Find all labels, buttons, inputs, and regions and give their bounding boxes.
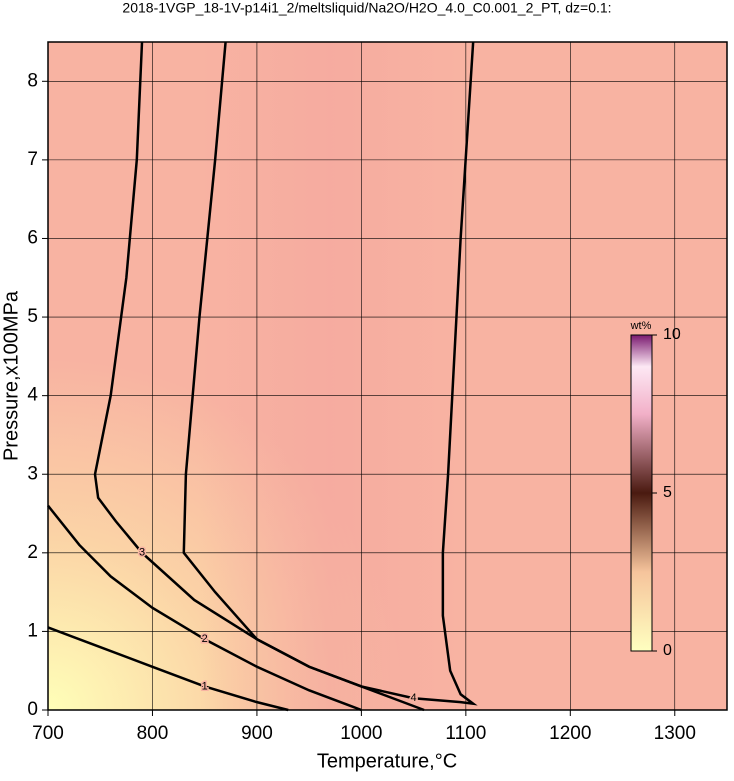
y-tick-label: 8 [27, 70, 38, 91]
contour-label: 2 [202, 633, 208, 645]
y-tick-label: 5 [27, 306, 38, 327]
y-tick-label: 2 [27, 542, 38, 563]
colorbar [630, 334, 653, 652]
contour-line [47, 626, 289, 712]
y-axis-label: Pressure,x100MPa [0, 290, 22, 461]
chart-title: 2018-1VGP_18-1V-p14i1_2/meltsliquid/Na2O… [122, 0, 611, 16]
contour-line [182, 41, 478, 706]
colorbar-tick-label: 10 [663, 326, 681, 343]
plot-frame [47, 41, 728, 711]
x-tick-label: 900 [241, 723, 273, 744]
y-tick-label: 1 [27, 620, 38, 641]
y-tick-label: 4 [27, 385, 38, 406]
contours: 1 2 3 4 [47, 41, 478, 712]
x-tick-label: 1100 [445, 723, 486, 744]
x-axis-label: Temperature,°C [317, 750, 457, 772]
colorbar-tick-label: 5 [663, 484, 672, 501]
plot-band [200, 42, 460, 710]
y-tick-label: 3 [27, 463, 38, 484]
colorbar-tick-label: 0 [663, 642, 672, 659]
x-tick-label: 700 [32, 723, 64, 744]
contour-label: 3 [139, 547, 145, 559]
ticks: 700 800 900 1000 1100 1200 1300 0 1 2 3 4 5 6 7 8 0 5 10 [27, 70, 695, 744]
x-tick-label: 1200 [549, 723, 591, 744]
colorbar-label: wt% [630, 320, 652, 332]
x-tick-label: 1300 [654, 723, 696, 744]
x-tick-label: 800 [137, 723, 169, 744]
contour-line [47, 504, 362, 712]
contour-label: 4 [411, 692, 417, 704]
y-tick-label: 0 [27, 699, 38, 720]
x-tick-label: 1000 [340, 723, 382, 744]
y-tick-label: 6 [27, 227, 38, 248]
contour-label: 1 [202, 680, 208, 692]
y-tick-label: 7 [27, 149, 38, 170]
